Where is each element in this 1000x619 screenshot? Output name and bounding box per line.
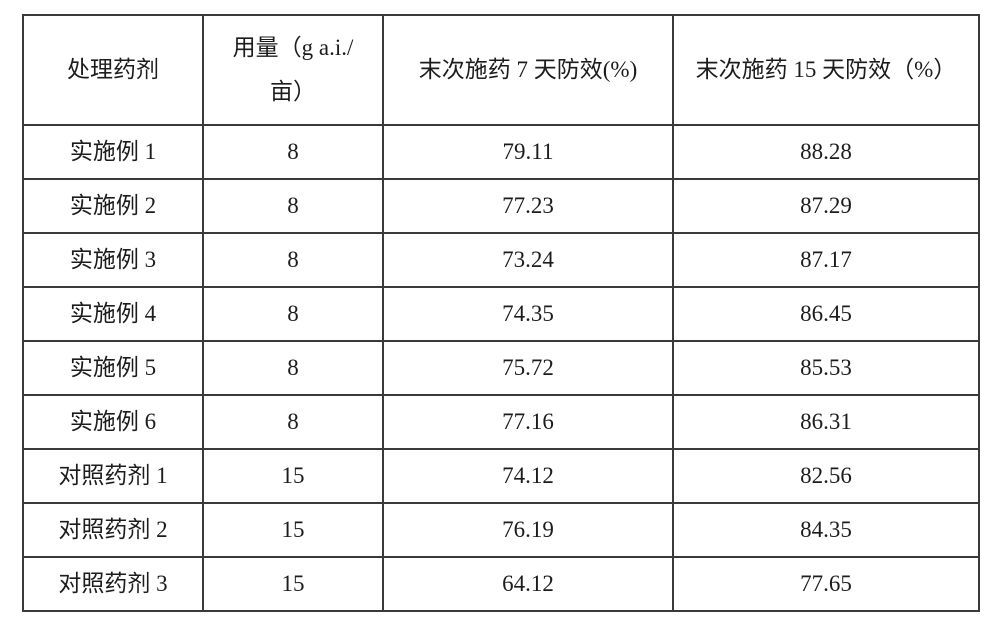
col-header-dosage: 用量（g a.i./ 亩）	[203, 15, 383, 125]
cell-eff7: 74.12	[383, 449, 673, 503]
cell-eff15: 82.56	[673, 449, 979, 503]
table-row: 对照药剂 1 15 74.12 82.56	[23, 449, 979, 503]
cell-dosage: 8	[203, 287, 383, 341]
cell-treatment: 实施例 4	[23, 287, 203, 341]
cell-eff7: 75.72	[383, 341, 673, 395]
header-text-line1: 用量（g a.i./	[208, 26, 378, 70]
cell-treatment: 对照药剂 1	[23, 449, 203, 503]
cell-dosage: 8	[203, 395, 383, 449]
cell-treatment: 实施例 5	[23, 341, 203, 395]
cell-eff7: 73.24	[383, 233, 673, 287]
header-text: 末次施药 15 天防效（%）	[696, 57, 957, 82]
cell-eff7: 77.16	[383, 395, 673, 449]
table-row: 对照药剂 2 15 76.19 84.35	[23, 503, 979, 557]
cell-dosage: 8	[203, 125, 383, 179]
col-header-eff15: 末次施药 15 天防效（%）	[673, 15, 979, 125]
cell-eff15: 87.17	[673, 233, 979, 287]
cell-treatment: 实施例 6	[23, 395, 203, 449]
col-header-eff7: 末次施药 7 天防效(%)	[383, 15, 673, 125]
header-text: 处理药剂	[67, 57, 159, 82]
header-text-line2: 亩）	[208, 70, 378, 114]
cell-dosage: 15	[203, 557, 383, 611]
cell-eff15: 86.45	[673, 287, 979, 341]
cell-eff15: 85.53	[673, 341, 979, 395]
table-row: 实施例 2 8 77.23 87.29	[23, 179, 979, 233]
cell-dosage: 8	[203, 233, 383, 287]
cell-eff15: 77.65	[673, 557, 979, 611]
cell-dosage: 15	[203, 503, 383, 557]
cell-treatment: 对照药剂 2	[23, 503, 203, 557]
table-container: 处理药剂 用量（g a.i./ 亩） 末次施药 7 天防效(%) 末次施药 15…	[0, 0, 1000, 619]
cell-treatment: 实施例 2	[23, 179, 203, 233]
cell-eff15: 86.31	[673, 395, 979, 449]
cell-eff7: 64.12	[383, 557, 673, 611]
efficacy-table: 处理药剂 用量（g a.i./ 亩） 末次施药 7 天防效(%) 末次施药 15…	[22, 14, 980, 612]
table-row: 实施例 5 8 75.72 85.53	[23, 341, 979, 395]
table-row: 实施例 6 8 77.16 86.31	[23, 395, 979, 449]
cell-eff7: 79.11	[383, 125, 673, 179]
cell-eff7: 77.23	[383, 179, 673, 233]
cell-dosage: 15	[203, 449, 383, 503]
cell-eff15: 84.35	[673, 503, 979, 557]
table-row: 实施例 3 8 73.24 87.17	[23, 233, 979, 287]
col-header-treatment: 处理药剂	[23, 15, 203, 125]
cell-dosage: 8	[203, 341, 383, 395]
table-row: 实施例 4 8 74.35 86.45	[23, 287, 979, 341]
table-row: 对照药剂 3 15 64.12 77.65	[23, 557, 979, 611]
cell-eff15: 87.29	[673, 179, 979, 233]
cell-treatment: 实施例 1	[23, 125, 203, 179]
cell-eff7: 76.19	[383, 503, 673, 557]
cell-eff7: 74.35	[383, 287, 673, 341]
header-row: 处理药剂 用量（g a.i./ 亩） 末次施药 7 天防效(%) 末次施药 15…	[23, 15, 979, 125]
cell-eff15: 88.28	[673, 125, 979, 179]
cell-treatment: 对照药剂 3	[23, 557, 203, 611]
cell-treatment: 实施例 3	[23, 233, 203, 287]
cell-dosage: 8	[203, 179, 383, 233]
header-text: 末次施药 7 天防效(%)	[419, 57, 637, 82]
table-row: 实施例 1 8 79.11 88.28	[23, 125, 979, 179]
